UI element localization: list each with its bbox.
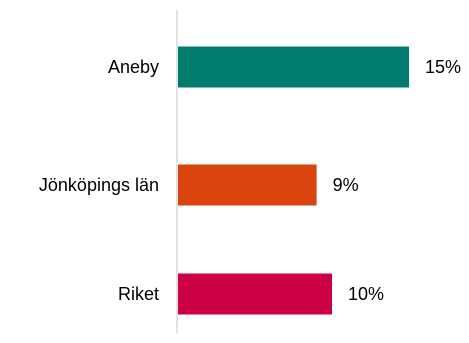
bar-1 xyxy=(178,164,317,206)
category-label-0: Aneby xyxy=(108,57,159,77)
bar-2 xyxy=(178,273,332,315)
category-labels-group: Aneby Jönköpings län Riket xyxy=(39,57,159,304)
bar-0 xyxy=(178,46,409,88)
value-label-2: 10% xyxy=(348,284,384,304)
bars-group xyxy=(178,46,409,315)
value-label-0: 15% xyxy=(425,57,461,77)
category-label-2: Riket xyxy=(118,284,159,304)
category-label-1: Jönköpings län xyxy=(39,175,159,195)
value-label-1: 9% xyxy=(333,175,359,195)
value-labels-group: 15% 9% 10% xyxy=(333,57,461,304)
